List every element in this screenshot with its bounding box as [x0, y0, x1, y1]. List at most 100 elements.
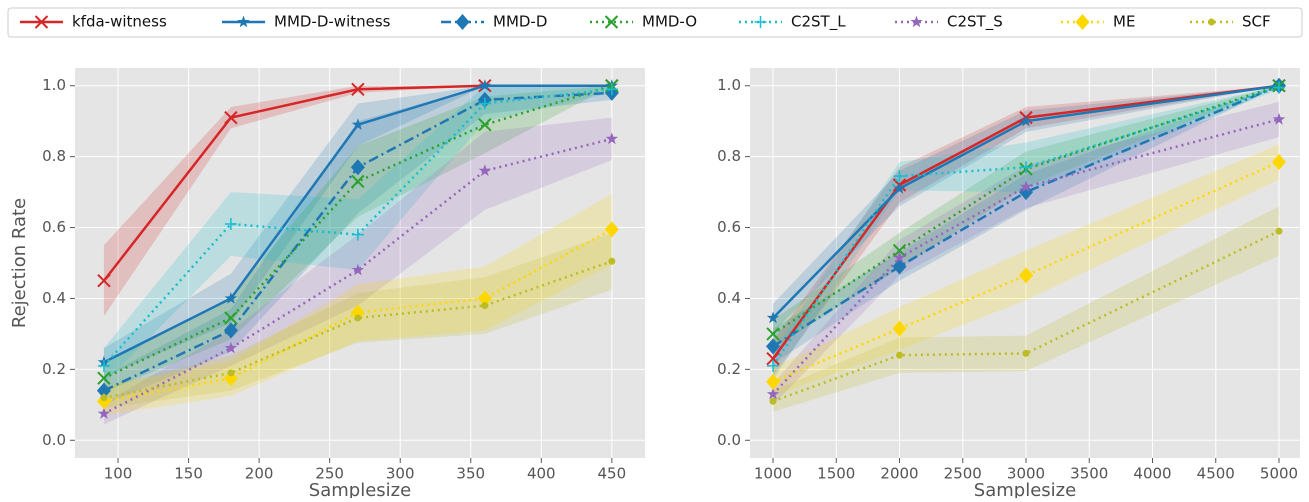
data-point	[1272, 112, 1286, 125]
confidence-band	[103, 85, 612, 377]
legend-marker	[1208, 18, 1215, 26]
data-point	[1275, 227, 1283, 235]
legend-label: kfda-witness	[72, 13, 167, 31]
data-point	[351, 263, 365, 276]
data-point	[477, 290, 492, 307]
data-point	[100, 394, 108, 402]
data-point	[350, 159, 365, 176]
x-tick-label: 450	[598, 465, 627, 483]
x-tick-label: 400	[527, 465, 556, 483]
data-point	[97, 359, 110, 372]
data-point	[97, 371, 111, 385]
data-point	[224, 341, 238, 354]
x-tick-label: 1000	[754, 465, 792, 483]
series-line	[772, 84, 1280, 319]
data-point	[766, 373, 781, 390]
data-point	[1273, 81, 1285, 94]
series-line	[772, 160, 1280, 383]
confidence-band	[773, 85, 1280, 333]
legend-label: MMD-D-witness	[274, 13, 391, 31]
data-point	[892, 243, 907, 258]
confidence-band	[773, 206, 1280, 412]
y-axis-label: Rejection Rate	[9, 198, 30, 328]
data-point	[766, 338, 781, 355]
data-point	[1019, 267, 1034, 284]
x-tick-label: 3500	[1070, 465, 1108, 483]
y-tick-label: 0.0	[717, 431, 741, 449]
data-point	[224, 292, 238, 304]
data-point	[1020, 161, 1033, 174]
data-point	[96, 382, 111, 399]
data-point	[1022, 349, 1030, 357]
data-point	[478, 97, 491, 110]
y-tick-label: 0.6	[717, 218, 741, 236]
data-point	[97, 274, 111, 288]
x-tick-label: 350	[456, 465, 485, 483]
data-point	[478, 164, 491, 177]
y-tick-label: 0.4	[42, 289, 66, 307]
data-point	[893, 170, 906, 183]
y-tick-label: 0.2	[42, 360, 66, 378]
data-point	[604, 221, 619, 238]
data-point	[478, 118, 492, 132]
x-tick-label: 250	[315, 465, 344, 483]
data-point	[351, 228, 364, 241]
data-point	[766, 387, 780, 400]
data-point	[1019, 180, 1033, 192]
x-tick-label: 5000	[1260, 465, 1298, 483]
data-point	[893, 251, 906, 263]
data-point	[1019, 114, 1033, 127]
legend-marker	[1075, 14, 1090, 30]
series-line	[771, 86, 1280, 367]
legend-marker	[34, 15, 49, 29]
plot-area	[75, 68, 645, 458]
data-point	[605, 132, 618, 145]
x-tick-label: 300	[386, 465, 415, 483]
x-tick-label: 2000	[880, 465, 918, 483]
legend-label: C2ST_S	[947, 13, 1003, 32]
data-point	[227, 369, 235, 377]
data-point	[481, 302, 489, 310]
x-tick-label: 4500	[1197, 465, 1235, 483]
x-tick-label: 200	[245, 465, 274, 483]
legend-label: C2ST_L	[791, 13, 846, 32]
series-line	[772, 84, 1280, 360]
series-line	[772, 229, 1280, 403]
legend-marker	[237, 15, 250, 28]
confidence-band	[773, 85, 1280, 377]
confidence-band	[773, 85, 1280, 381]
data-point	[766, 327, 780, 341]
y-tick-label: 0.8	[42, 147, 66, 165]
data-point	[224, 110, 238, 125]
legend-label: SCF	[1242, 13, 1271, 31]
data-point	[769, 397, 777, 405]
legend-marker	[910, 15, 923, 28]
series-line	[103, 84, 613, 380]
series-line	[102, 88, 612, 367]
data-point	[1272, 153, 1287, 170]
legend-box	[7, 7, 1303, 38]
confidence-band	[103, 85, 612, 393]
y-tick-label: 1.0	[717, 76, 741, 94]
y-tick-label: 0.2	[717, 360, 741, 378]
data-point	[478, 79, 491, 91]
x-tick-label: 2500	[944, 465, 982, 483]
data-point	[224, 311, 238, 325]
data-point	[608, 257, 616, 265]
y-tick-label: 0.6	[42, 218, 66, 236]
y-tick-label: 0.4	[717, 289, 741, 307]
x-tick-label: 150	[174, 465, 203, 483]
y-tick-label: 0.8	[717, 147, 741, 165]
x-tick-label: 1500	[817, 465, 855, 483]
series-line	[772, 84, 1280, 348]
data-point	[354, 314, 362, 322]
legend-marker	[754, 16, 767, 28]
legend-marker	[604, 15, 619, 29]
y-tick-label: 1.0	[42, 76, 66, 94]
legend-label: ME	[1113, 13, 1135, 31]
legend-label: MMD-D	[493, 13, 547, 31]
x-tick-label: 4000	[1133, 465, 1171, 483]
data-point	[893, 182, 906, 194]
data-point	[766, 352, 780, 366]
legend-marker	[455, 14, 470, 30]
